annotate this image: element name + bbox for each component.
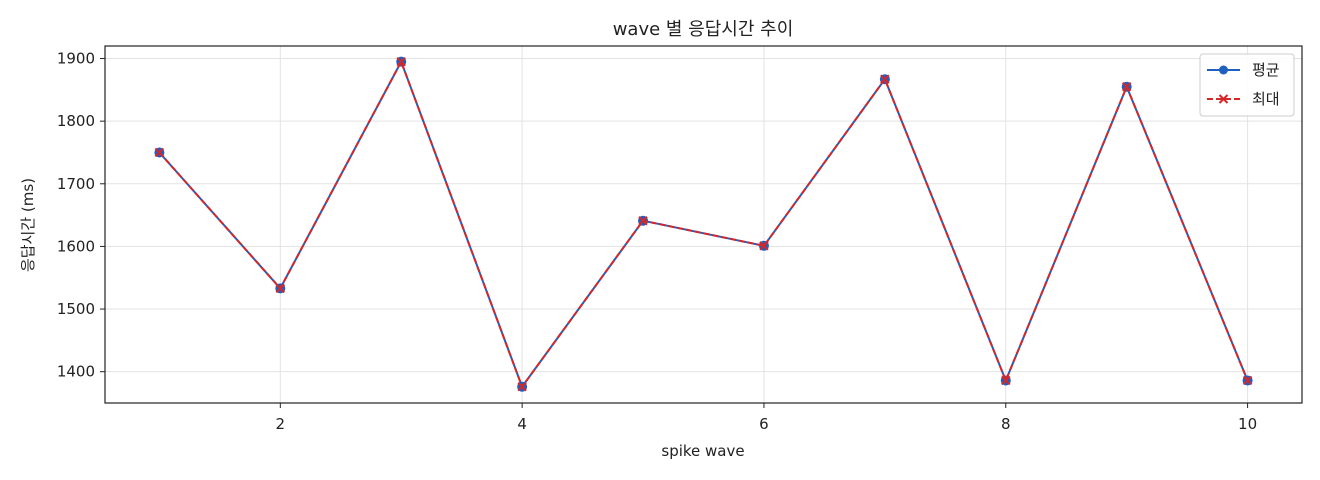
legend: 평균 최대 — [1199, 53, 1295, 117]
plot-area-frame — [104, 45, 1303, 404]
data-point-max — [759, 241, 769, 251]
data-point-max — [154, 147, 165, 158]
data-point-max — [396, 56, 406, 67]
y-tick-label: 1700 — [57, 175, 95, 193]
data-point-max — [275, 283, 286, 294]
y-tick-label: 1900 — [57, 50, 95, 68]
y-tick-label: 1400 — [57, 363, 95, 381]
y-axis-title: 응답시간 (ms) — [19, 178, 37, 272]
y-axis: 1400 1500 1600 1700 1800 1900 — [57, 50, 105, 381]
x-tick-label: 6 — [759, 415, 769, 433]
y-tick-label: 1500 — [57, 300, 95, 318]
legend-label-avg: 평균 — [1252, 61, 1280, 79]
y-tick-label: 1800 — [57, 112, 95, 130]
legend-box — [1199, 53, 1295, 117]
x-axis: 2 4 6 8 10 — [276, 403, 1257, 433]
data-point-max — [517, 382, 527, 392]
data-point-max — [1001, 375, 1011, 386]
x-tick-label: 10 — [1238, 415, 1257, 433]
series-line-avg — [158, 60, 1249, 388]
legend-marker-avg — [1219, 65, 1228, 75]
legend-marker-max — [1218, 94, 1229, 104]
series-line-max — [158, 60, 1249, 388]
grid — [105, 46, 1302, 403]
data-point-max — [1121, 82, 1132, 92]
legend-label-max: 최대 — [1252, 90, 1280, 108]
data-point-max — [638, 216, 648, 226]
data-point-max — [880, 74, 890, 84]
data-point-max — [1242, 375, 1253, 386]
x-tick-label: 4 — [517, 415, 527, 433]
x-axis-title: spike wave — [661, 442, 744, 460]
series-layer — [154, 56, 1253, 392]
x-tick-label: 2 — [276, 415, 286, 433]
chart-title: wave 별 응답시간 추이 — [613, 19, 794, 40]
y-tick-label: 1600 — [57, 237, 95, 255]
x-tick-label: 8 — [1001, 415, 1011, 433]
